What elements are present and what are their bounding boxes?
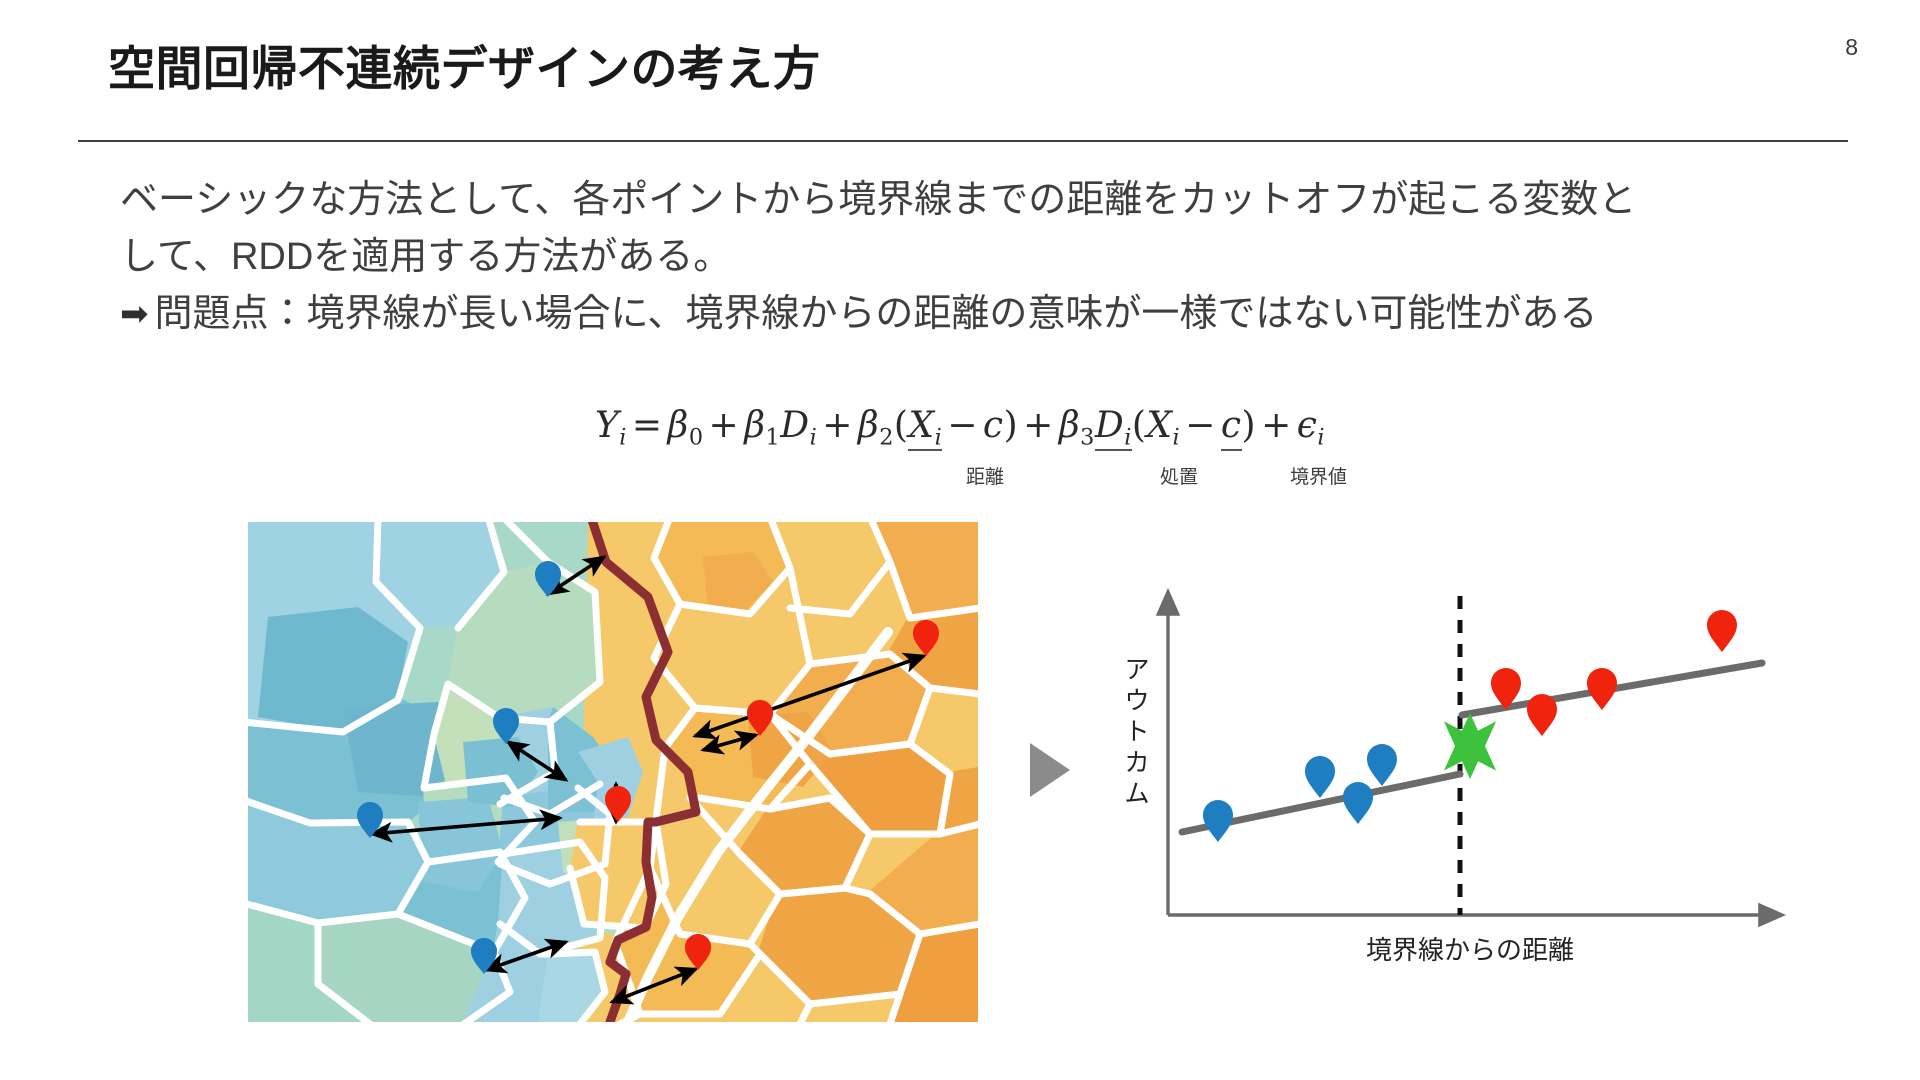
regression-equation: Yi = β0 + β1Di + β2(Xi − c) + β3Di(Xi − c) + ϵi xyxy=(594,405,1326,451)
body-paragraph-line-1: ベーシックな方法として、各ポイントから境界線までの距離をカットオフが起こる変数と xyxy=(120,179,1637,221)
formula-c2: c xyxy=(1220,405,1242,446)
formula-minus-1: − xyxy=(947,405,978,446)
chart-pin-control xyxy=(1203,744,1397,842)
formula-lhs-sub: i xyxy=(619,424,627,451)
formula-c1: c xyxy=(982,405,1004,446)
formula-beta2-sub: 2 xyxy=(879,424,894,451)
formula-X2: X xyxy=(1146,405,1173,446)
formula-X1: X xyxy=(908,405,935,446)
formula-epsilon-sub: i xyxy=(1317,424,1326,451)
annotation-treatment: 処置 xyxy=(1160,467,1199,489)
y-axis-label-char: カ xyxy=(1124,749,1150,777)
formula-close-paren-2: ) xyxy=(1241,405,1257,446)
y-axis-label-char: ウ xyxy=(1124,687,1150,715)
formula-plus-3: + xyxy=(1023,405,1054,446)
formula-D2: D xyxy=(1094,405,1125,446)
formula-beta3: β xyxy=(1058,405,1081,446)
y-axis-label-char: ア xyxy=(1124,656,1150,684)
y-axis-label-char: ム xyxy=(1124,780,1150,808)
formula-D1-sub: i xyxy=(809,424,818,451)
formula-c2-underlined: c xyxy=(1220,405,1242,451)
formula-open-paren-1: ( xyxy=(893,405,909,446)
formula-plus-2: + xyxy=(822,405,853,446)
right-arrow-icon: ➡ xyxy=(120,295,149,333)
body-bullet-text: 問題点：境界線が長い場合に、境界線からの距離の意味が一様ではない可能性がある xyxy=(154,293,1598,335)
chart-y-axis-label: アウトカム xyxy=(1120,655,1154,810)
body-text-block: ベーシックな方法として、各ポイントから境界線までの距離をカットオフが起こる変数と… xyxy=(120,172,1820,343)
formula-D2-underlined: Di xyxy=(1094,405,1132,451)
formula-beta3-sub: 3 xyxy=(1080,424,1095,451)
y-axis-label-char: ト xyxy=(1124,718,1150,746)
flow-arrow-icon xyxy=(1030,743,1070,797)
formula-beta0: β xyxy=(667,405,689,446)
formula-equals: = xyxy=(631,405,663,446)
formula-D1: D xyxy=(780,405,810,446)
formula-X1-underlined: Xi xyxy=(908,405,943,451)
formula-D2-sub: i xyxy=(1124,424,1132,451)
title-divider xyxy=(78,140,1848,142)
body-paragraph-line-2: して、RDDを適用する方法がある。 xyxy=(120,236,732,278)
formula-plus-4: + xyxy=(1261,405,1292,446)
page-title: 空間回帰不連続デザインの考え方 xyxy=(108,42,821,95)
spatial-boundary-map xyxy=(248,522,978,1022)
page-number: 8 xyxy=(1845,34,1858,60)
formula-X1-sub: i xyxy=(934,424,943,451)
formula-beta1-sub: 1 xyxy=(765,424,781,451)
formula-open-paren-2: ( xyxy=(1131,405,1147,446)
body-bullet-line: ➡ 問題点：境界線が長い場合に、境界線からの距離の意味が一様ではない可能性がある xyxy=(120,286,1820,343)
formula-close-paren-1: ) xyxy=(1003,405,1019,446)
formula-X2-sub: i xyxy=(1172,424,1181,451)
regression-formula-block: Yi = β0 + β1Di + β2(Xi − c) + β3Di(Xi − c) + ϵi 距離 処置 … xyxy=(0,405,1920,496)
formula-minus-2: − xyxy=(1185,405,1216,446)
formula-plus-1: + xyxy=(708,405,740,446)
rdd-scatter-chart xyxy=(1110,570,1810,1000)
formula-beta2: β xyxy=(857,405,880,446)
formula-lhs: Y xyxy=(594,405,620,446)
formula-beta1: β xyxy=(744,405,766,446)
chart-x-axis-label: 境界線からの距離 xyxy=(1365,935,1574,965)
annotation-distance: 距離 xyxy=(966,467,1005,489)
formula-annotation-row: 距離 処置 境界値 xyxy=(0,462,1920,496)
formula-beta0-sub: 0 xyxy=(688,424,704,451)
annotation-cutoff: 境界値 xyxy=(1290,467,1348,489)
formula-epsilon: ϵ xyxy=(1296,405,1318,446)
